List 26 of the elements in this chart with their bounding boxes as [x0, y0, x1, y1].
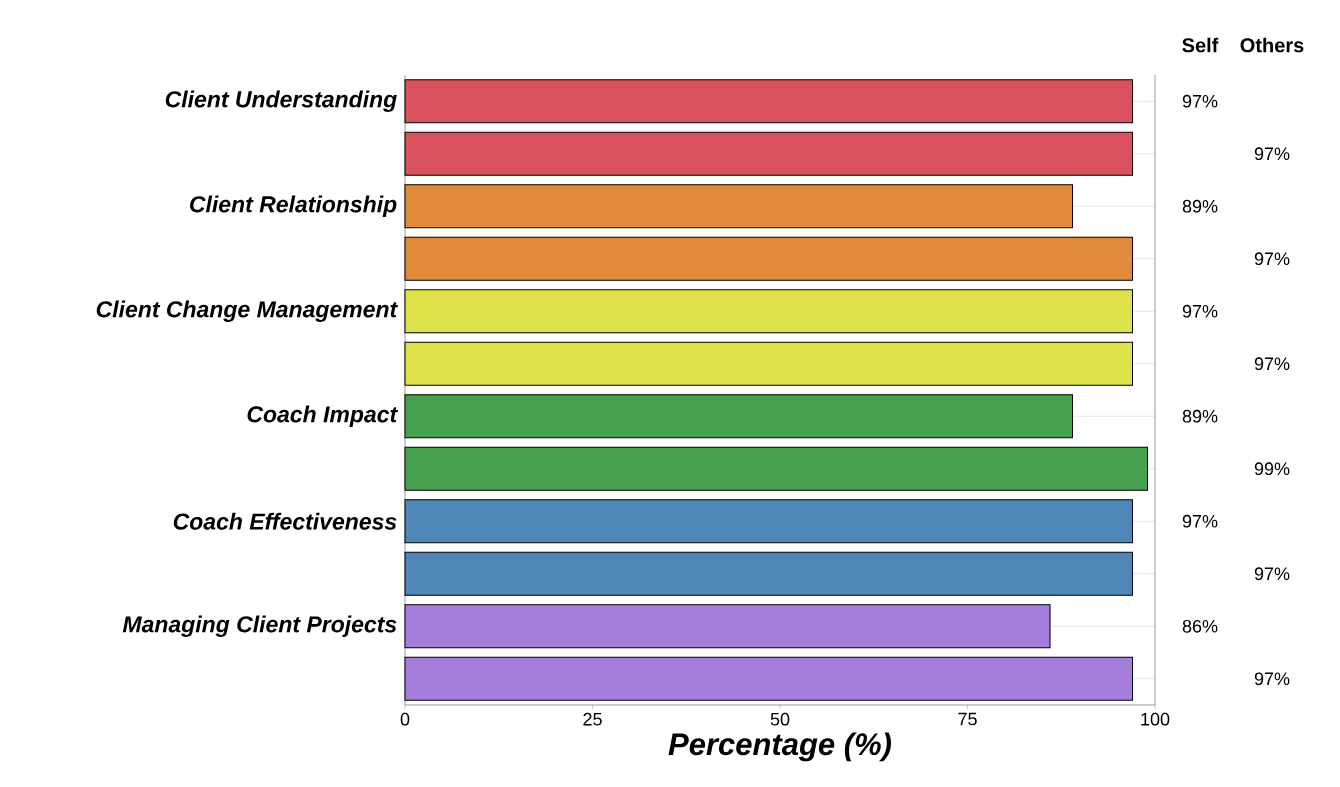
y-tick-label: Coach Impact	[247, 405, 398, 427]
data-label: 97%	[1254, 252, 1290, 266]
y-tick-label: Client Relationship	[190, 195, 397, 217]
data-label: 86%	[1182, 619, 1218, 633]
y-tick-label: Managing Client Projects	[122, 615, 397, 637]
y-tick-label: Client Change Management	[96, 300, 398, 322]
data-label: 97%	[1254, 672, 1290, 686]
x-tick-label: 75	[958, 712, 977, 726]
data-label: 97%	[1254, 357, 1290, 371]
data-label: 97%	[1182, 304, 1218, 318]
x-axis-title: Percentage (%)	[668, 732, 892, 762]
data-label: 89%	[1182, 409, 1218, 423]
data-label: 99%	[1254, 462, 1290, 476]
x-tick-label: 100	[1141, 712, 1170, 726]
text: Others	[1240, 37, 1304, 53]
x-tick-label: 25	[583, 712, 602, 726]
y-tick-label: Client Understanding	[165, 90, 397, 112]
data-label: 97%	[1254, 147, 1290, 161]
data-label: 97%	[1182, 514, 1218, 528]
data-label: 97%	[1254, 567, 1290, 581]
data-label: 89%	[1182, 199, 1218, 213]
x-tick-label: 0	[400, 712, 410, 726]
text: Self	[1182, 37, 1219, 53]
x-tick-label: 50	[770, 712, 790, 726]
y-tick-label: Coach Effectiveness	[173, 512, 397, 530]
data-label: 97%	[1182, 94, 1218, 108]
